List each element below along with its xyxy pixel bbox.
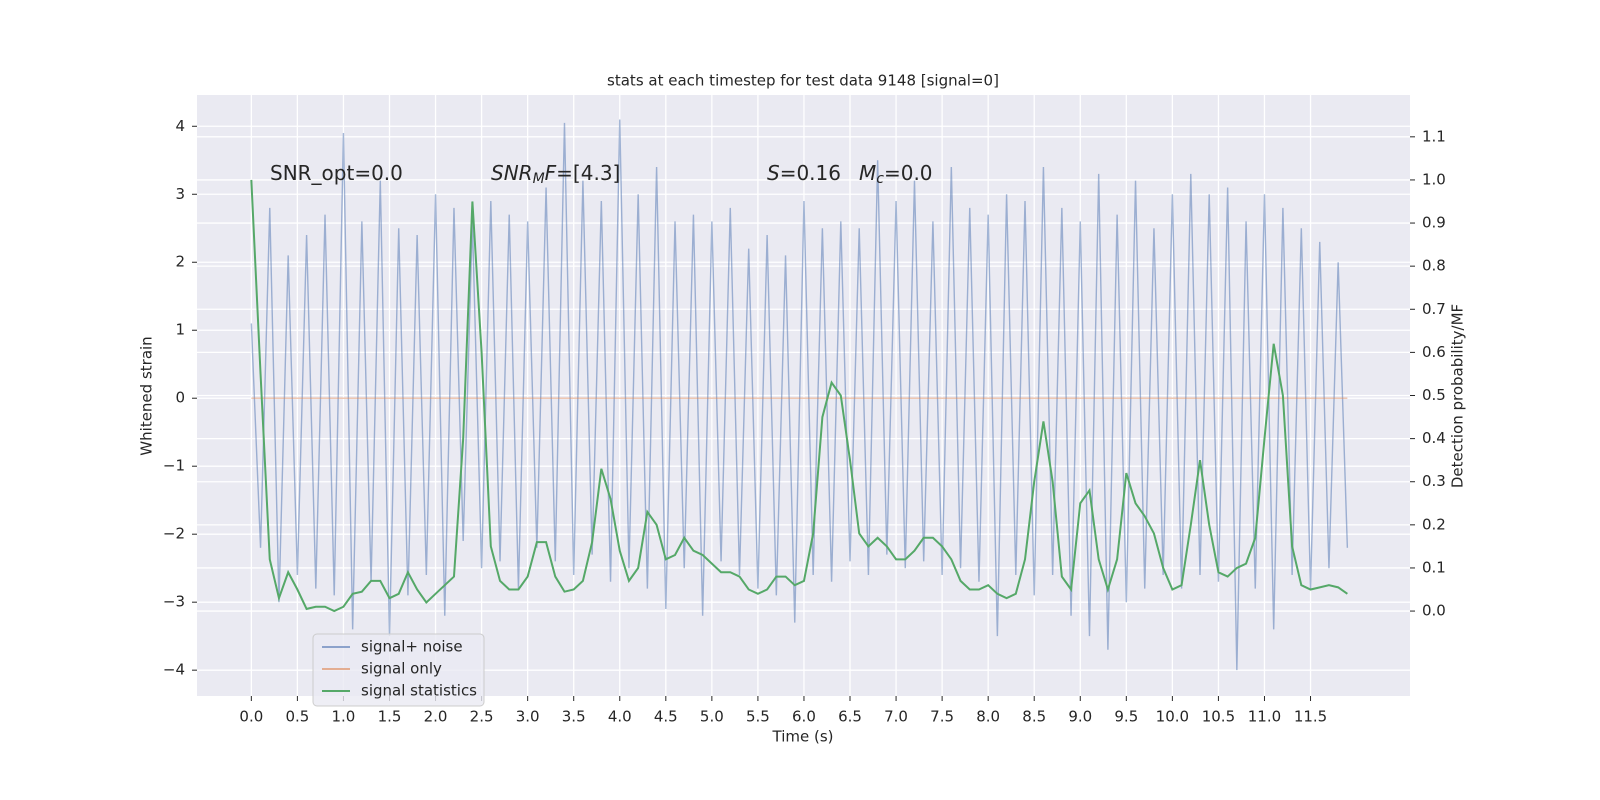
y-tick-label: −1: [163, 457, 185, 475]
y2-tick-label: 0.5: [1422, 386, 1446, 404]
y-tick-label: 1: [175, 321, 185, 339]
y2-tick-label: 0.2: [1422, 515, 1446, 533]
annotation-part: SNR: [491, 161, 533, 185]
x-tick-label: 6.5: [838, 708, 862, 726]
x-tick-label: 8.0: [976, 708, 1000, 726]
x-tick-label: 11.0: [1248, 708, 1281, 726]
legend-box: [312, 633, 485, 707]
series-line: [250, 179, 1348, 613]
y2-tick-label: 1.0: [1422, 170, 1446, 188]
annotation-part: F: [545, 161, 557, 185]
series-line: [250, 119, 1349, 671]
x-tick-label: 3.0: [516, 708, 540, 726]
x-tick-label: 1.0: [332, 708, 356, 726]
x-tick-label: 0.5: [285, 708, 309, 726]
x-tick-label: 7.5: [930, 708, 954, 726]
y2-tick-label: 0.3: [1422, 472, 1446, 490]
annotation: Mc=0.0: [859, 161, 933, 188]
annotation: S=0.16: [767, 161, 841, 185]
x-tick-label: 9.5: [1114, 708, 1138, 726]
x-tick-label: 5.5: [746, 708, 770, 726]
y-tick-label: −4: [163, 661, 185, 679]
annotation: SNR_opt=0.0: [270, 161, 403, 185]
x-tick-label: 10.0: [1156, 708, 1189, 726]
annotation-part: M: [533, 171, 545, 187]
x-tick-label: 8.5: [1022, 708, 1046, 726]
x-tick-label: 0.0: [239, 708, 263, 726]
x-tick-label: 2.5: [470, 708, 494, 726]
legend-label: signal statistics: [361, 682, 477, 700]
annotation-part: c: [876, 171, 884, 187]
y2-tick-label: 0.0: [1422, 602, 1446, 620]
y2-tick-label: 0.9: [1422, 214, 1446, 232]
annotation-part: =0.0: [884, 161, 933, 185]
x-tick-label: 11.5: [1294, 708, 1327, 726]
y2-tick-label: 0.7: [1422, 300, 1446, 318]
x-tick-label: 4.5: [654, 708, 678, 726]
y-tick-label: 3: [175, 185, 185, 203]
x-tick-label: 2.0: [424, 708, 448, 726]
y2-tick-label: 0.1: [1422, 558, 1446, 576]
x-tick-label: 6.0: [792, 708, 816, 726]
annotation-part: M: [859, 161, 876, 185]
annotation-part: SNR_opt=0.0: [270, 161, 403, 185]
x-tick-label: 9.0: [1068, 708, 1092, 726]
y-axis-label: Whitened strain: [138, 336, 156, 455]
x-tick-label: 1.5: [378, 708, 402, 726]
annotation: SNRMF=[4.3]: [491, 161, 620, 188]
y-tick-label: −2: [163, 525, 185, 543]
x-axis-label: Time (s): [772, 728, 834, 746]
y-tick-label: 2: [175, 253, 185, 271]
x-tick-label: 3.5: [562, 708, 586, 726]
annotation-part: S: [767, 161, 780, 185]
legend-label: signal+ noise: [361, 638, 463, 656]
y2-tick-label: 1.1: [1422, 127, 1446, 145]
y-tick-label: 4: [175, 117, 185, 135]
legend-label: signal only: [361, 660, 442, 678]
annotation-part: =[4.3]: [556, 161, 620, 185]
chart-title: stats at each timestep for test data 914…: [607, 72, 999, 90]
y2-tick-label: 0.6: [1422, 343, 1446, 361]
y-tick-label: −3: [163, 593, 185, 611]
y2-tick-label: 0.8: [1422, 257, 1446, 275]
y2-tick-label: 0.4: [1422, 429, 1446, 447]
x-tick-label: 7.0: [884, 708, 908, 726]
y-tick-label: 0: [175, 389, 185, 407]
x-tick-label: 10.5: [1202, 708, 1235, 726]
y2-axis-label: Detection probability/MF: [1449, 304, 1467, 488]
annotation-part: =0.16: [780, 161, 841, 185]
x-tick-label: 4.0: [608, 708, 632, 726]
x-tick-label: 5.0: [700, 708, 724, 726]
